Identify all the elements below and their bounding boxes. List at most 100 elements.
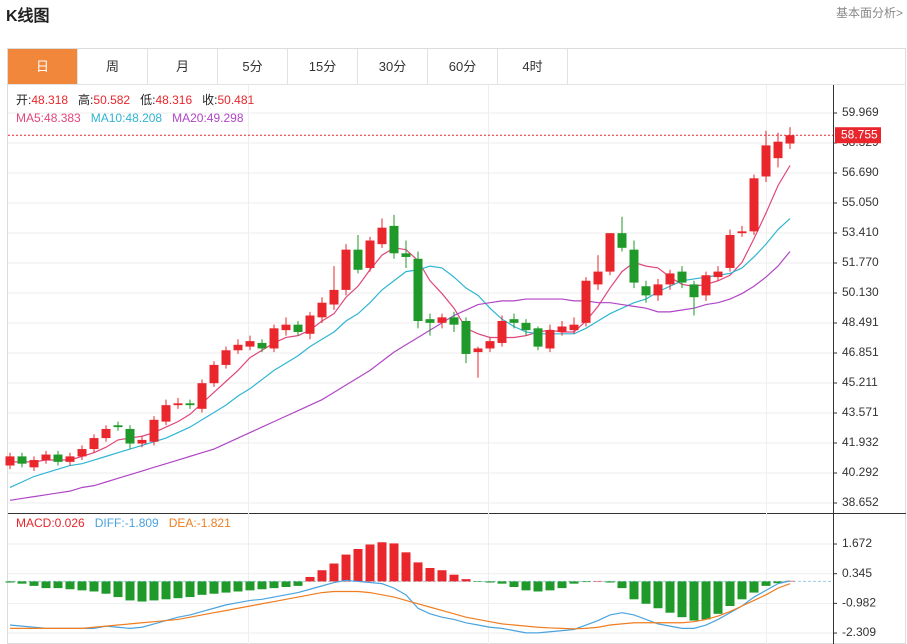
candle-body bbox=[617, 233, 627, 248]
price-tag-label: 58.755 bbox=[841, 127, 878, 141]
y-tick-label: 51.770 bbox=[842, 255, 879, 269]
y-tick-label: 40.292 bbox=[842, 465, 879, 479]
macd-bar bbox=[713, 581, 723, 614]
macd-bar bbox=[125, 581, 135, 601]
candle-body bbox=[185, 403, 195, 406]
macd-bar bbox=[545, 581, 555, 591]
macd-bar bbox=[65, 581, 75, 590]
candle-body bbox=[509, 319, 519, 323]
candle-body bbox=[401, 253, 411, 257]
legend-value: -1.809 bbox=[125, 516, 159, 530]
macd-bar bbox=[677, 581, 687, 618]
legend: 开:48.318 高:50.582 低:48.316 收:50.481 bbox=[16, 92, 255, 107]
legend-label: MA10: bbox=[91, 111, 126, 125]
macd-bar bbox=[533, 581, 543, 592]
candle-body bbox=[29, 460, 39, 468]
candle-body bbox=[665, 273, 675, 285]
macd-bar bbox=[737, 581, 747, 600]
macd-bar bbox=[377, 542, 387, 582]
legend-value: 0.026 bbox=[55, 516, 85, 530]
candle-body bbox=[137, 439, 147, 444]
macd-bar bbox=[245, 581, 255, 591]
macd-bar bbox=[569, 581, 579, 584]
macd-bar bbox=[257, 581, 267, 590]
legend-value: 48.316 bbox=[155, 93, 192, 107]
candle-body bbox=[437, 317, 447, 323]
macd-bar bbox=[77, 581, 87, 591]
candle-body bbox=[725, 235, 735, 268]
candle-body bbox=[341, 249, 351, 290]
macd-bar bbox=[113, 581, 123, 598]
y-tick-label: 56.690 bbox=[842, 165, 879, 179]
candle-body bbox=[389, 225, 399, 254]
candle-body bbox=[221, 350, 231, 365]
macd-bar bbox=[641, 581, 651, 604]
macd-bar bbox=[557, 581, 567, 589]
macd-bar bbox=[773, 581, 783, 584]
macd-bar bbox=[269, 581, 279, 589]
macd-bar bbox=[485, 581, 495, 583]
macd-bar bbox=[701, 581, 711, 620]
macd-bar bbox=[653, 581, 663, 609]
macd-bar bbox=[509, 581, 519, 588]
y-tick-label: -2.309 bbox=[842, 625, 876, 639]
period-tab[interactable]: 日 bbox=[8, 49, 78, 84]
period-tab[interactable]: 5分 bbox=[218, 49, 288, 84]
y-tick-label: 38.652 bbox=[842, 495, 879, 509]
macd-bar bbox=[365, 544, 375, 582]
candle-body bbox=[101, 428, 111, 439]
legend-label: 开: bbox=[16, 93, 31, 107]
period-tab[interactable]: 15分 bbox=[288, 49, 358, 84]
macd-bar bbox=[341, 554, 351, 582]
candle-body bbox=[305, 315, 315, 334]
candle-body bbox=[209, 364, 219, 384]
candle-body bbox=[5, 456, 15, 466]
y-tick-label: 50.130 bbox=[842, 285, 879, 299]
macd-bar bbox=[665, 581, 675, 613]
candle-body bbox=[281, 324, 291, 331]
legend-label: 高: bbox=[78, 92, 93, 107]
period-tab[interactable]: 4时 bbox=[498, 49, 568, 84]
candle-body bbox=[269, 328, 279, 349]
macd-bar bbox=[233, 581, 243, 592]
macd-bar bbox=[185, 581, 195, 598]
legend-label: DIFF: bbox=[95, 516, 125, 530]
candle-body bbox=[713, 271, 723, 278]
macd-bar bbox=[617, 581, 627, 589]
legend-value: 50.582 bbox=[93, 93, 130, 107]
macd-bar bbox=[725, 581, 735, 607]
price-tag bbox=[835, 127, 881, 144]
candle-body bbox=[257, 342, 267, 349]
y-tick-label: 46.851 bbox=[842, 345, 879, 359]
macd-bar bbox=[17, 581, 27, 584]
macd-line bbox=[9, 579, 791, 634]
macd-bar bbox=[305, 576, 315, 582]
candle-body bbox=[653, 284, 663, 296]
period-tab[interactable]: 60分 bbox=[428, 49, 498, 84]
candle-body bbox=[461, 320, 471, 354]
candle-body bbox=[569, 324, 579, 331]
period-tab[interactable]: 30分 bbox=[358, 49, 428, 84]
candle-body bbox=[245, 341, 255, 347]
y-tick-label: 43.571 bbox=[842, 405, 879, 419]
candle-body bbox=[173, 403, 183, 406]
macd-bar bbox=[221, 581, 231, 593]
legend-value: 48.318 bbox=[31, 93, 68, 107]
candle-body bbox=[329, 289, 339, 305]
candle-body bbox=[497, 320, 507, 343]
candle-body bbox=[293, 324, 303, 332]
period-tab[interactable]: 周 bbox=[78, 49, 148, 84]
macd-bar bbox=[329, 563, 339, 582]
macd-bar bbox=[89, 581, 99, 592]
macd-bar bbox=[41, 581, 51, 589]
candle-body bbox=[65, 456, 75, 462]
period-tabs: 日周月 5分 15分 30分 60分 4时 bbox=[8, 49, 568, 84]
macd-bar bbox=[149, 581, 159, 601]
period-tab[interactable]: 月 bbox=[148, 49, 218, 84]
ma-line bbox=[9, 251, 791, 501]
candle-body bbox=[53, 454, 63, 462]
macd-bar bbox=[389, 543, 399, 582]
macd-bar bbox=[593, 580, 603, 582]
analysis-link[interactable]: 基本面分析> bbox=[835, 6, 903, 20]
macd-bar bbox=[473, 581, 483, 582]
